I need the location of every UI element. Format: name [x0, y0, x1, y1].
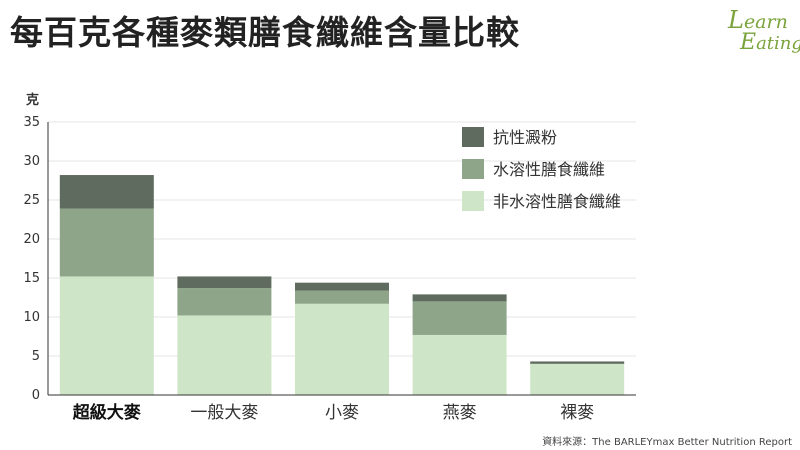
y-tick-label: 10	[23, 310, 40, 325]
legend-swatch	[462, 159, 484, 179]
y-tick-label: 5	[32, 349, 40, 364]
bar-3-series-0	[412, 334, 507, 395]
legend-swatch	[462, 127, 484, 147]
bar-2-series-2	[295, 282, 389, 291]
source-note: 資料來源：The BARLEYmax Better Nutrition Repo…	[542, 437, 792, 448]
chart-title: 每百克各種麥類膳食纖維含量比較	[10, 13, 520, 52]
bar-3-series-1	[412, 301, 507, 335]
bar-0-series-0	[59, 276, 154, 395]
y-tick-label: 35	[23, 115, 40, 130]
learn-eating-logo: Learn Eating	[728, 6, 800, 56]
logo-line-2: Eating	[740, 30, 800, 55]
y-tick-label: 20	[23, 232, 40, 247]
bar-2-series-1	[295, 290, 389, 304]
x-category-label: 裸麥	[560, 403, 594, 423]
x-category-label: 超級大麥	[73, 402, 142, 423]
x-category-label: 小麥	[325, 403, 359, 423]
y-tick-label: 30	[23, 154, 40, 169]
bar-2-series-0	[295, 303, 389, 395]
legend-label: 非水溶性膳食纖維	[493, 192, 621, 211]
legend-label: 水溶性膳食纖維	[493, 160, 605, 179]
bar-0-series-1	[59, 208, 154, 277]
legend-swatch	[462, 191, 484, 211]
bar-3-series-2	[412, 294, 507, 302]
bar-1-series-0	[177, 315, 272, 395]
legend-label: 抗性澱粉	[493, 128, 557, 147]
bar-1-series-2	[177, 276, 272, 289]
logo-line-1: Learn	[728, 6, 788, 34]
y-tick-label: 25	[23, 193, 40, 208]
y-axis-unit-label: 克	[26, 92, 39, 108]
bar-0-series-2	[59, 175, 154, 209]
y-tick-label: 15	[23, 271, 40, 286]
bar-4-series-0	[530, 363, 625, 395]
y-tick-label: 0	[32, 388, 40, 403]
x-category-label: 燕麥	[443, 403, 477, 423]
bar-4-series-2	[530, 361, 625, 364]
bar-1-series-1	[177, 288, 272, 316]
x-category-label: 一般大麥	[190, 403, 258, 423]
